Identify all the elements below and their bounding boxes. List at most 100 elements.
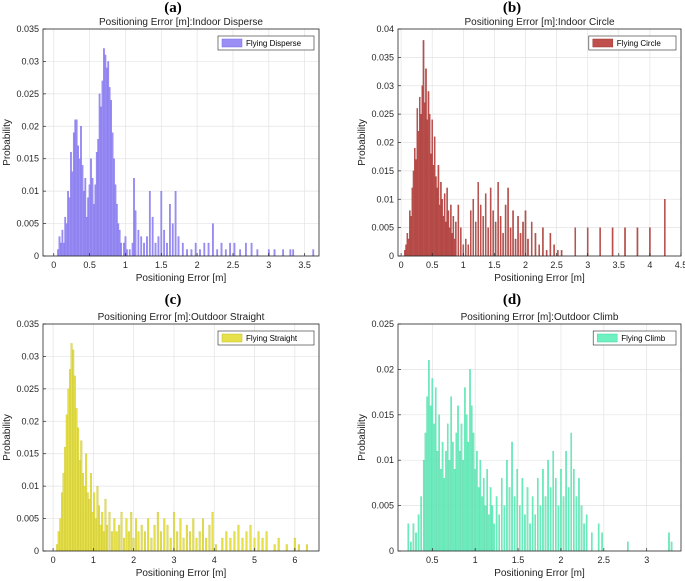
bar (405, 244, 407, 257)
bar (524, 210, 527, 257)
panel-letter-c: (c) (164, 292, 182, 308)
bar (71, 171, 74, 257)
bar (462, 460, 464, 552)
bar (203, 242, 206, 257)
x-tick-label: 2 (131, 555, 136, 565)
bar (433, 423, 435, 552)
bar (265, 531, 268, 552)
bar (67, 388, 70, 552)
bar (492, 210, 494, 257)
bar (110, 100, 112, 257)
bar (553, 244, 555, 257)
bar (88, 498, 91, 552)
x-tick-label: 6 (292, 555, 297, 565)
bar (534, 233, 537, 257)
bar (70, 152, 72, 257)
bar (157, 236, 160, 257)
bar (448, 227, 451, 257)
bar (103, 48, 105, 257)
bar (557, 250, 559, 257)
bar (214, 544, 217, 552)
bar (108, 87, 111, 257)
bar (94, 184, 97, 257)
bar (216, 249, 219, 257)
bar (87, 197, 90, 257)
bar (457, 204, 460, 257)
bar (586, 227, 589, 257)
bar (98, 505, 100, 552)
bar (522, 221, 524, 257)
bar (212, 223, 214, 257)
y-tick-label: 0.015 (16, 154, 39, 164)
panel-letter-d: (d) (502, 292, 522, 308)
bar (100, 106, 102, 257)
bar (409, 210, 411, 257)
bar (107, 61, 110, 257)
bar (137, 229, 140, 257)
bar (130, 511, 133, 552)
bar (131, 242, 134, 257)
bar (118, 524, 121, 552)
bar (443, 193, 446, 257)
bar (169, 203, 171, 257)
bar (438, 204, 441, 257)
y-tick-label: 0.01 (21, 481, 39, 491)
bar (133, 178, 135, 257)
bar (426, 396, 428, 552)
bar (427, 91, 430, 257)
bar (83, 485, 86, 552)
bar (428, 113, 431, 257)
bar (455, 221, 457, 257)
x-tick-label: 1 (123, 260, 128, 270)
bar (407, 523, 410, 552)
bar (93, 492, 96, 552)
bar (127, 531, 130, 552)
bar (108, 511, 111, 552)
bar (420, 113, 422, 257)
bar (126, 249, 128, 257)
bar (430, 153, 432, 257)
bar (60, 242, 62, 257)
bar (649, 227, 651, 257)
x-tick-label: 2 (558, 555, 563, 565)
y-tick-label: 0.01 (376, 194, 394, 204)
bar (91, 178, 94, 257)
bar (137, 531, 140, 552)
y-tick-label: 0 (389, 546, 394, 556)
bar (429, 405, 432, 552)
x-tick-label: 0 (399, 260, 404, 270)
bar (128, 249, 131, 257)
bar (110, 531, 113, 552)
bar (118, 229, 121, 257)
bar (56, 544, 59, 552)
bar (91, 511, 94, 552)
bar (106, 524, 109, 552)
bar (69, 369, 71, 552)
bar (467, 244, 470, 257)
bar (489, 487, 492, 552)
bar (440, 182, 442, 257)
bar (575, 496, 578, 552)
bar (484, 505, 487, 552)
bar (445, 450, 447, 552)
bar (547, 460, 549, 552)
bar (544, 496, 547, 552)
bar (467, 441, 470, 552)
bar (538, 244, 540, 257)
bar (443, 478, 446, 552)
y-tick-label: 0.02 (21, 416, 39, 426)
bar (479, 460, 482, 552)
legend-swatch (596, 333, 618, 343)
legend: Flying Straight (217, 330, 315, 346)
bar (221, 537, 224, 552)
bar (406, 233, 409, 257)
bar (417, 130, 420, 257)
bar (517, 216, 519, 257)
y-tick-label: 0.025 (371, 109, 394, 119)
bar (437, 165, 440, 257)
bar (172, 511, 175, 552)
bar (415, 159, 417, 257)
bar (524, 514, 526, 552)
y-tick-label: 0.005 (371, 501, 394, 511)
